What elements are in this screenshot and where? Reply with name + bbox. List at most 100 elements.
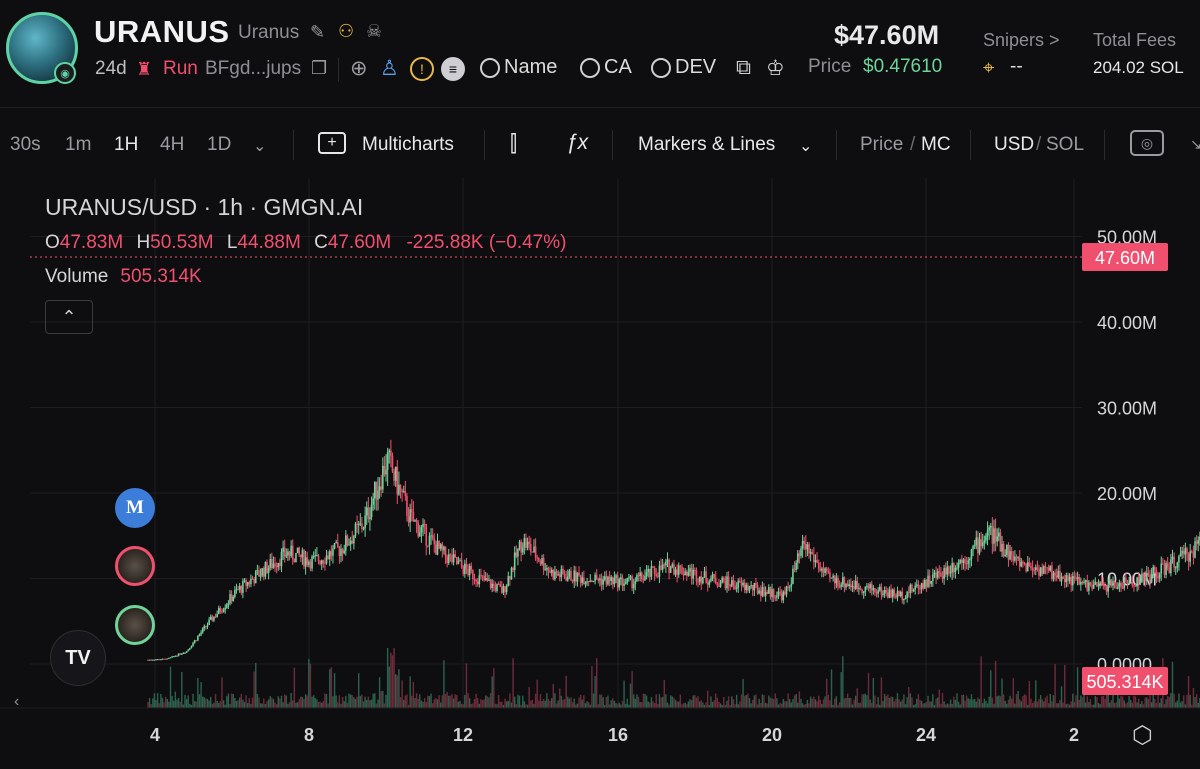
toggle-price[interactable]: Price bbox=[860, 134, 904, 155]
marker-m[interactable]: M bbox=[115, 488, 155, 528]
candle-body bbox=[1081, 582, 1084, 584]
volume-bar bbox=[1025, 695, 1027, 708]
candle-body bbox=[439, 544, 442, 549]
trader-avatar-sell[interactable] bbox=[115, 546, 155, 586]
collapse-legend-button[interactable]: ⌃ bbox=[45, 300, 93, 334]
interval-1m[interactable]: 1m bbox=[65, 134, 92, 155]
tradingview-logo-icon[interactable]: TV bbox=[50, 630, 106, 686]
volume-bar bbox=[312, 695, 315, 708]
volume-bar bbox=[1088, 702, 1090, 708]
trader-avatar-buy[interactable] bbox=[115, 605, 155, 645]
volume-bar bbox=[280, 695, 283, 708]
volume-bar bbox=[721, 704, 723, 708]
candle-body bbox=[649, 569, 651, 577]
volume-bar bbox=[512, 658, 514, 708]
candle-body bbox=[417, 522, 419, 537]
candle-body bbox=[616, 575, 619, 588]
candle-body bbox=[382, 465, 384, 490]
candle-body bbox=[213, 616, 215, 621]
candle-body bbox=[390, 450, 392, 456]
candle-body bbox=[166, 658, 169, 660]
price-value: $0.47610 bbox=[863, 56, 943, 77]
token-avatar[interactable] bbox=[6, 12, 78, 84]
warning-icon[interactable]: ! bbox=[410, 57, 434, 81]
volume-bar bbox=[404, 695, 407, 708]
candle-body bbox=[296, 547, 299, 554]
candle-body bbox=[1051, 565, 1053, 580]
volume-bar bbox=[780, 703, 783, 708]
candle-body bbox=[989, 525, 992, 528]
interval-30s[interactable]: 30s bbox=[10, 134, 41, 155]
candle-body bbox=[507, 576, 510, 586]
user-icon[interactable]: ♙ bbox=[380, 57, 399, 80]
volume-bar bbox=[982, 703, 984, 708]
candle-body bbox=[763, 587, 765, 597]
candle-body bbox=[253, 579, 255, 584]
volume-bar bbox=[338, 695, 341, 708]
multicharts-button[interactable]: Multicharts bbox=[362, 134, 454, 155]
interval-1h[interactable]: 1H bbox=[114, 134, 139, 155]
markers-lines-dropdown[interactable]: Markers & Lines bbox=[638, 134, 776, 155]
volume-bar bbox=[932, 694, 934, 708]
candle-body bbox=[1117, 586, 1119, 589]
candle-body bbox=[685, 571, 688, 576]
candle-body bbox=[198, 634, 201, 637]
volume-bar bbox=[695, 697, 698, 708]
candle-body bbox=[407, 516, 410, 523]
candle-body bbox=[1094, 582, 1097, 585]
candle-body bbox=[780, 593, 783, 601]
candle-body bbox=[492, 583, 495, 586]
community-icon[interactable]: ⚇ bbox=[338, 21, 355, 41]
volume-bar bbox=[1123, 700, 1125, 708]
chevron-down-icon[interactable]: ⌄ bbox=[799, 138, 813, 155]
crown-icon[interactable]: ♔ bbox=[766, 57, 785, 80]
candle-body bbox=[702, 577, 704, 584]
toggle-mc[interactable]: MC bbox=[921, 134, 951, 155]
volume-bar bbox=[843, 698, 846, 708]
price-label: Price bbox=[808, 56, 852, 77]
copy-icon[interactable]: ❐ bbox=[311, 58, 328, 78]
volume-bar bbox=[430, 693, 432, 708]
volume-bar bbox=[1131, 702, 1133, 708]
snipers-value: -- bbox=[1010, 56, 1023, 77]
bundler-icon[interactable]: ☠ bbox=[366, 21, 383, 41]
interval-1d[interactable]: 1D bbox=[207, 134, 232, 155]
candle-body bbox=[732, 580, 735, 586]
camera-icon[interactable]: ◎ bbox=[1130, 130, 1164, 156]
candle-body bbox=[1039, 567, 1042, 576]
candle-body bbox=[1028, 562, 1031, 566]
candlestick-type-icon[interactable]: ⫿ bbox=[510, 131, 518, 156]
search-name-link[interactable]: Name bbox=[480, 56, 557, 79]
toggle-sol[interactable]: SOL bbox=[1046, 134, 1085, 155]
add-chart-icon[interactable]: + bbox=[318, 132, 346, 154]
candle-body bbox=[414, 520, 416, 522]
volume-bar bbox=[1031, 703, 1034, 708]
external-link-icon[interactable]: ⧉ bbox=[736, 56, 751, 79]
candle-body bbox=[930, 581, 933, 584]
price-chart[interactable]: 50.00M 40.00M 30.00M 20.00M 10.00M 0.0000 4 8 12… bbox=[0, 178, 1200, 769]
settings-icon[interactable]: ⬡ bbox=[1132, 722, 1153, 749]
candle-body bbox=[280, 551, 283, 567]
candle-body bbox=[155, 659, 157, 661]
volume-bar bbox=[745, 695, 747, 708]
candle-body bbox=[907, 592, 910, 594]
candle-body bbox=[496, 584, 498, 591]
search-dev-link[interactable]: DEV bbox=[651, 56, 716, 79]
snipers-link[interactable]: Snipers > bbox=[983, 30, 1060, 50]
expand-icon[interactable]: ↘ bbox=[1190, 136, 1200, 152]
indicators-fx-icon[interactable]: ƒx bbox=[566, 131, 589, 154]
candle-body bbox=[575, 570, 577, 582]
search-ca-link[interactable]: CA bbox=[580, 56, 632, 79]
edit-icon[interactable]: ✎ bbox=[310, 22, 326, 42]
volume-bar bbox=[290, 692, 292, 708]
contract-address[interactable]: BFgd...jups bbox=[205, 56, 301, 82]
chevron-left-icon[interactable]: ‹ bbox=[14, 693, 20, 710]
list-icon[interactable]: ≡ bbox=[441, 57, 465, 81]
volume-bar bbox=[208, 700, 210, 708]
interval-4h[interactable]: 4H bbox=[160, 134, 185, 155]
globe-icon[interactable]: ⊕ bbox=[350, 57, 368, 80]
chevron-down-icon[interactable]: ⌄ bbox=[253, 138, 267, 155]
volume-bar bbox=[578, 697, 580, 708]
toggle-usd[interactable]: USD bbox=[994, 134, 1035, 155]
